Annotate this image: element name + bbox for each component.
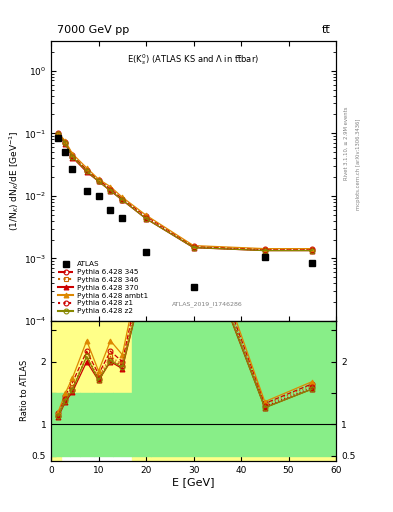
Text: ATLAS_2019_I1746286: ATLAS_2019_I1746286 <box>173 301 243 307</box>
ATLAS <box>84 188 89 194</box>
Line: ATLAS: ATLAS <box>55 135 316 290</box>
ATLAS <box>96 193 101 199</box>
ATLAS <box>56 135 61 141</box>
ATLAS <box>144 249 149 255</box>
Text: mcplots.cern.ch [arXiv:1306.3436]: mcplots.cern.ch [arXiv:1306.3436] <box>356 118 361 209</box>
ATLAS <box>70 166 75 172</box>
Y-axis label: (1/N$_K$) dN$_K$/dE [GeV$^{-1}$]: (1/N$_K$) dN$_K$/dE [GeV$^{-1}$] <box>7 131 21 231</box>
Text: tt̅: tt̅ <box>321 26 330 35</box>
ATLAS <box>63 149 68 155</box>
Text: E(K$_s^0$) (ATLAS KS and Λ in tt̅bar): E(K$_s^0$) (ATLAS KS and Λ in tt̅bar) <box>127 52 260 67</box>
Y-axis label: Ratio to ATLAS: Ratio to ATLAS <box>20 360 29 421</box>
X-axis label: E [GeV]: E [GeV] <box>172 477 215 487</box>
Legend: ATLAS, Pythia 6.428 345, Pythia 6.428 346, Pythia 6.428 370, Pythia 6.428 ambt1,: ATLAS, Pythia 6.428 345, Pythia 6.428 34… <box>55 258 151 317</box>
ATLAS <box>108 207 113 213</box>
ATLAS <box>263 254 267 260</box>
Text: Rivet 3.1.10, ≥ 2.9M events: Rivet 3.1.10, ≥ 2.9M events <box>344 106 349 180</box>
ATLAS <box>191 284 196 290</box>
Text: 7000 GeV pp: 7000 GeV pp <box>57 26 129 35</box>
ATLAS <box>310 260 315 266</box>
ATLAS <box>120 215 125 221</box>
